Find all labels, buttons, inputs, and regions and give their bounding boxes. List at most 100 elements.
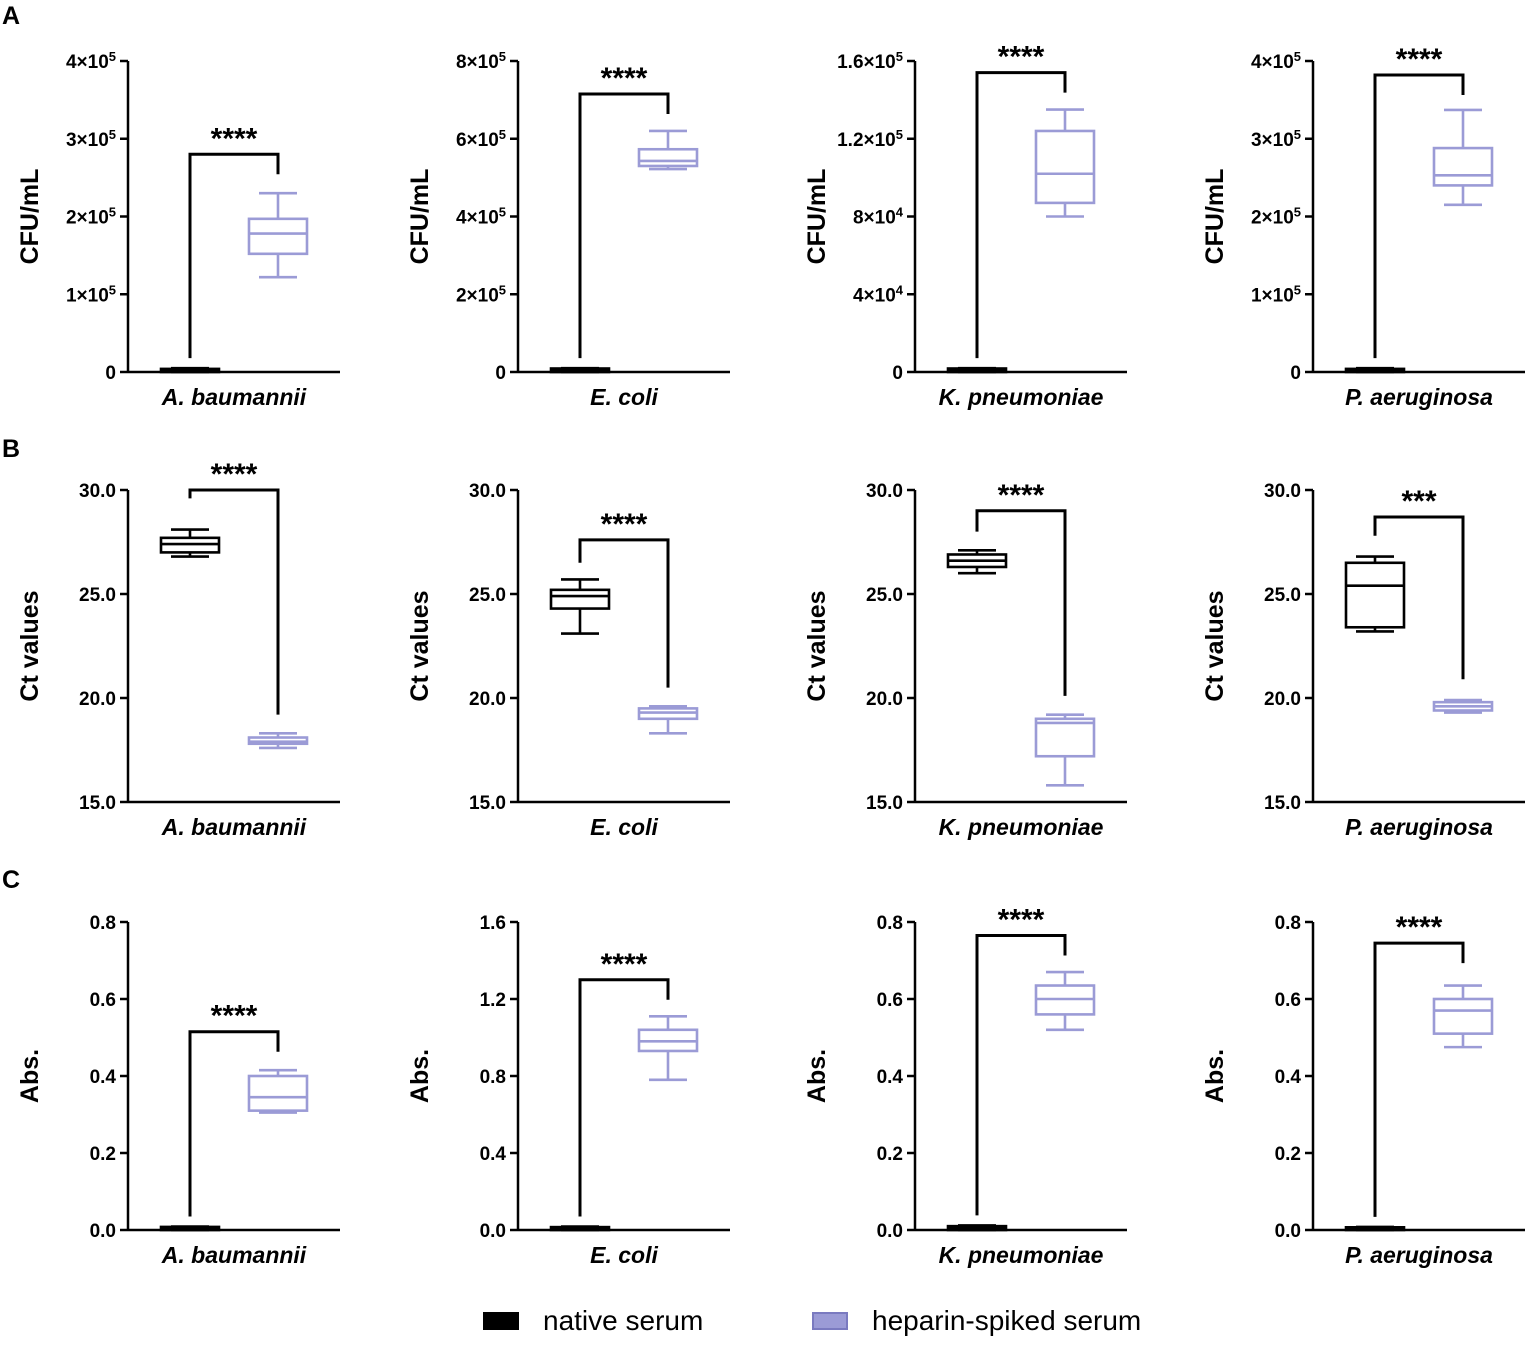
chart-C2-y-tick-label: 0.0 <box>480 1221 506 1242</box>
chart-A1-significance-bracket <box>188 152 280 359</box>
chart-B1-y-tick-label: 20.0 <box>79 689 116 710</box>
chart-C4-y-tick-label: 0.0 <box>1275 1221 1301 1242</box>
chart-C3-y-tick-label: 0.6 <box>877 990 903 1011</box>
chart-A1: 0 1×105 2×105 3×105 4×105 CFU/mL A. baumannii *… <box>16 49 340 410</box>
chart-A2-heparin-box <box>637 147 699 168</box>
chart-C1-x-axis-label: A. baumannii <box>161 1242 307 1268</box>
chart-A1-y-tick-exponent: 5 <box>109 204 116 219</box>
chart-A4-y-tick-label: 3×105 <box>1251 126 1301 151</box>
chart-C4-y-tick-label: 0.4 <box>1275 1067 1302 1088</box>
chart-B1-significance-label: **** <box>211 458 258 491</box>
chart-C3-significance-label: **** <box>998 903 1045 936</box>
chart-B4-y-tick-label: 25.0 <box>1264 585 1301 606</box>
chart-A1-y-tick-label: 4×105 <box>66 49 116 74</box>
chart-A4-y-tick-exponent: 5 <box>1294 49 1301 64</box>
chart-A3-y-tick-label: 1.6×105 <box>837 49 903 74</box>
chart-A3-y-tick-label: 1.2×105 <box>837 126 903 151</box>
chart-B3-y-tick-label: 30.0 <box>866 481 903 502</box>
chart-C2-y-tick-label: 0.8 <box>480 1067 506 1088</box>
chart-A2-significance-bracket <box>578 92 670 359</box>
chart-A3-significance-label: **** <box>998 41 1045 74</box>
chart-A2-y-tick-exponent: 5 <box>499 282 506 297</box>
chart-B4-y-tick-label: 30.0 <box>1264 481 1301 502</box>
chart-B4-significance-bracket <box>1373 515 1465 680</box>
chart-B3-y-axis-label: Ct values <box>803 590 831 701</box>
chart-C4-significance-bracket <box>1373 941 1465 1217</box>
chart-A1-heparin-box <box>247 217 309 256</box>
chart-A2-y-axis-label: CFU/mL <box>406 169 434 265</box>
chart-B3-heparin-box <box>1034 717 1096 758</box>
chart-A4-significance-bracket <box>1373 73 1465 359</box>
panel-label-c: C <box>2 866 21 894</box>
chart-A4-y-tick-exponent: 5 <box>1294 282 1301 297</box>
chart-B3-significance-bracket <box>975 509 1067 696</box>
chart-B2-x-axis-label: E. coli <box>590 814 658 840</box>
chart-A1-y-tick-label: 3×105 <box>66 126 116 151</box>
chart-C2-significance-label: **** <box>601 948 648 981</box>
chart-C2-significance-bracket <box>578 978 670 1217</box>
chart-C2-y-tick-label: 1.2 <box>480 990 506 1011</box>
chart-A3: 0 4×104 8×104 1.2×105 1.6×105 CFU/mL K. pneumo… <box>803 41 1127 410</box>
chart-A4-y-tick-label: 4×105 <box>1251 49 1301 74</box>
chart-A1-y-tick-exponent: 5 <box>109 126 116 141</box>
legend-label-heparin: heparin-spiked serum <box>872 1305 1142 1336</box>
chart-B2-y-tick-label: 15.0 <box>469 793 506 814</box>
chart-B4: 15.0 20.0 25.0 30.0 Ct values P. aeruginosa **… <box>1201 481 1525 840</box>
legend-swatch-native <box>483 1312 519 1330</box>
chart-B3-y-tick-label: 25.0 <box>866 585 903 606</box>
chart-C1-y-tick-label: 0.2 <box>90 1144 116 1165</box>
chart-C4-y-axis-label: Abs. <box>1201 1049 1229 1103</box>
chart-C1-y-tick-label: 0.0 <box>90 1221 116 1242</box>
chart-A4-y-tick-exponent: 5 <box>1294 204 1301 219</box>
chart-A2-y-tick-label: 6×105 <box>456 126 506 151</box>
chart-B4-native-box <box>1344 561 1406 629</box>
chart-C3: 0.0 0.2 0.4 0.6 0.8 Abs. K. pneumoniae **** <box>803 903 1127 1268</box>
chart-B2-y-tick-label: 25.0 <box>469 585 506 606</box>
chart-A2-y-tick-label: 4×105 <box>456 204 506 229</box>
panel-label-b: B <box>2 435 21 463</box>
chart-A3-y-axis-label: CFU/mL <box>803 169 831 265</box>
chart-C3-y-tick-label: 0.4 <box>877 1067 904 1088</box>
chart-C2-y-tick-label: 0.4 <box>480 1144 507 1165</box>
chart-A3-y-tick-label: 0 <box>892 363 903 384</box>
chart-A2-y-tick-exponent: 5 <box>499 126 506 141</box>
chart-A4-x-axis-label: P. aeruginosa <box>1345 384 1493 410</box>
chart-A3-heparin-box <box>1034 129 1096 205</box>
chart-A4-y-tick-exponent: 5 <box>1294 126 1301 141</box>
chart-B4-y-axis-label: Ct values <box>1201 590 1229 701</box>
chart-A3-y-tick-exponent: 4 <box>896 282 904 297</box>
chart-B1-y-tick-label: 25.0 <box>79 585 116 606</box>
chart-B3-y-tick-label: 15.0 <box>866 793 903 814</box>
chart-B3: 15.0 20.0 25.0 30.0 Ct values K. pneumoniae **… <box>803 479 1127 840</box>
chart-A1-y-tick-label: 2×105 <box>66 204 116 229</box>
chart-B1-y-axis-label: Ct values <box>16 590 44 701</box>
legend-swatch-heparin <box>812 1312 848 1330</box>
chart-C3-y-tick-label: 0.8 <box>877 913 903 934</box>
chart-B3-x-axis-label: K. pneumoniae <box>939 814 1104 840</box>
chart-B2-y-tick-label: 20.0 <box>469 689 506 710</box>
chart-C1-y-tick-label: 0.4 <box>90 1067 117 1088</box>
chart-A3-x-axis-label: K. pneumoniae <box>939 384 1104 410</box>
chart-C1-significance-bracket <box>188 1030 280 1217</box>
chart-B1-x-axis-label: A. baumannii <box>161 814 307 840</box>
chart-C4-y-tick-label: 0.2 <box>1275 1144 1301 1165</box>
chart-C3-significance-bracket <box>975 933 1067 1216</box>
chart-B1-y-tick-label: 15.0 <box>79 793 116 814</box>
chart-A2-y-tick-exponent: 5 <box>499 49 506 64</box>
chart-C3-y-axis-label: Abs. <box>803 1049 831 1103</box>
chart-C4-y-tick-label: 0.8 <box>1275 913 1301 934</box>
chart-A1-significance-label: **** <box>211 122 258 155</box>
chart-A1-y-tick-label: 1×105 <box>66 282 116 307</box>
chart-C1-y-tick-label: 0.8 <box>90 913 116 934</box>
chart-A2-y-tick-label: 8×105 <box>456 49 506 74</box>
chart-C1-heparin-box <box>247 1074 309 1112</box>
chart-B2-native-box <box>549 588 611 610</box>
chart-A4: 0 1×105 2×105 3×105 4×105 CFU/mL P. aeruginosa… <box>1201 43 1525 410</box>
legend-item-heparin: heparin-spiked serum <box>812 1305 1141 1337</box>
chart-A3-y-tick-exponent: 5 <box>896 126 903 141</box>
chart-C4-y-tick-label: 0.6 <box>1275 990 1301 1011</box>
chart-B2-significance-label: **** <box>601 508 648 541</box>
chart-C2-y-axis-label: Abs. <box>406 1049 434 1103</box>
chart-A4-y-tick-label: 1×105 <box>1251 282 1301 307</box>
chart-A2-x-axis-label: E. coli <box>590 384 658 410</box>
